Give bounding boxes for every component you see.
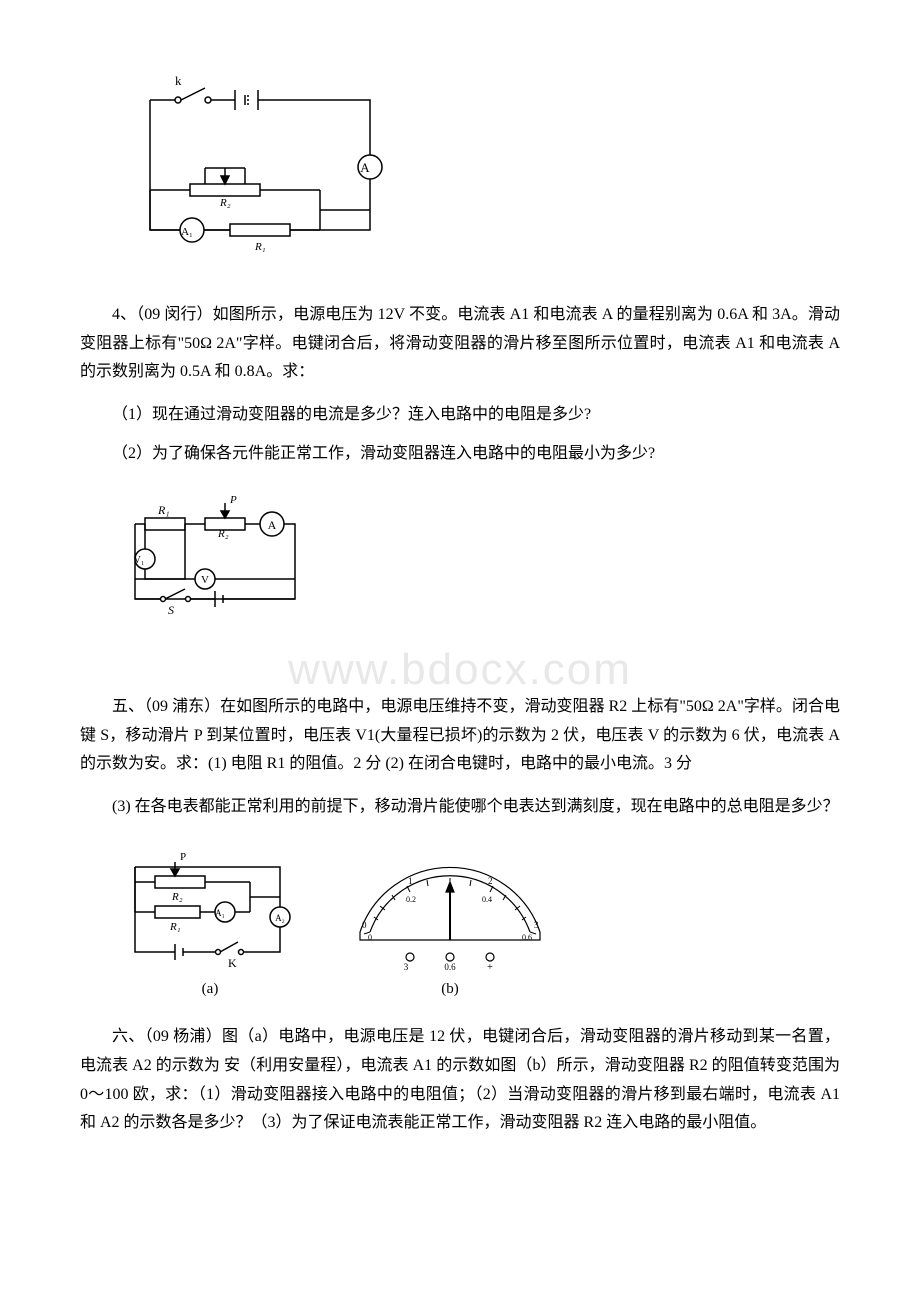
c2-s: S bbox=[168, 603, 174, 617]
gb2: 0.4 bbox=[482, 895, 492, 904]
c2-v1: V₁ bbox=[134, 555, 145, 566]
gt1: 1 bbox=[408, 876, 413, 886]
question-5-text: 五、（09 浦东）在如图所示的电路中，电源电压维持不变，滑动变阻器 R2 上标有… bbox=[80, 693, 840, 779]
gb1: 0.2 bbox=[406, 895, 416, 904]
c2-a: A bbox=[268, 518, 277, 532]
term-plus: + bbox=[487, 962, 493, 972]
diagram-label-b: (b) bbox=[441, 976, 459, 1003]
r2-label: R₂ bbox=[219, 197, 231, 209]
ammeter-a1-label: A₁ bbox=[181, 226, 193, 238]
c3-a1: A₁ bbox=[215, 908, 225, 918]
c3-r1: R₁ bbox=[169, 921, 181, 933]
term-3: 3 bbox=[404, 962, 409, 972]
c2-r1: R₁ bbox=[157, 503, 170, 517]
c2-v: V bbox=[201, 574, 209, 586]
c3-p: P bbox=[180, 851, 186, 863]
diagram-row-q6: R₂ R₁ P A₁ A₂ K (a) bbox=[120, 842, 840, 1003]
ammeter-a-label: A bbox=[360, 160, 370, 175]
c3-r2: R₂ bbox=[171, 891, 183, 903]
c3-k: K bbox=[228, 956, 237, 970]
circuit-diagram-3a: R₂ R₁ P A₁ A₂ K (a) bbox=[120, 842, 300, 1003]
circuit-diagram-2: R₁ R₂ P V₁ V A S bbox=[120, 489, 840, 640]
c2-p: P bbox=[229, 494, 237, 506]
question-6-text: 六、（09 杨浦）图（a）电路中，电源电压是 12 伏，电键闭合后，滑动变阻器的… bbox=[80, 1023, 840, 1138]
switch-k-label: k bbox=[175, 73, 182, 88]
gb3: 0.6 bbox=[522, 933, 532, 942]
term-06: 0.6 bbox=[444, 962, 456, 972]
question-4-text: 4、（09 闵行）如图所示，电源电压为 12V 不变。电流表 A1 和电流表 A… bbox=[80, 301, 840, 387]
question-4-sub1: （1）现在通过滑动变阻器的电流是多少？连入电路中的电阻是多少? bbox=[80, 401, 840, 430]
gauge-diagram-3b: 0 1 2 3 0 0.2 0.4 0.6 3 0.6 + (b) bbox=[340, 862, 560, 1003]
gb0: 0 bbox=[368, 933, 372, 942]
c3-a2: A₂ bbox=[275, 913, 285, 923]
gt2: 2 bbox=[488, 876, 493, 886]
gt3: 3 bbox=[534, 920, 539, 930]
question-4-sub2: （2）为了确保各元件能正常工作，滑动变阻器连入电路中的电阻最小为多少? bbox=[80, 440, 840, 469]
gt0: 0 bbox=[362, 920, 367, 930]
c2-r2: R₂ bbox=[217, 528, 229, 540]
diagram-label-a: (a) bbox=[202, 976, 219, 1003]
r1-label: R₁ bbox=[254, 241, 266, 253]
circuit-diagram-1: k A A₁ R₂ R₁ bbox=[120, 60, 840, 271]
question-5-sub3: (3) 在各电表都能正常利用的前提下，移动滑片能使哪个电表达到满刻度，现在电路中… bbox=[80, 793, 840, 822]
